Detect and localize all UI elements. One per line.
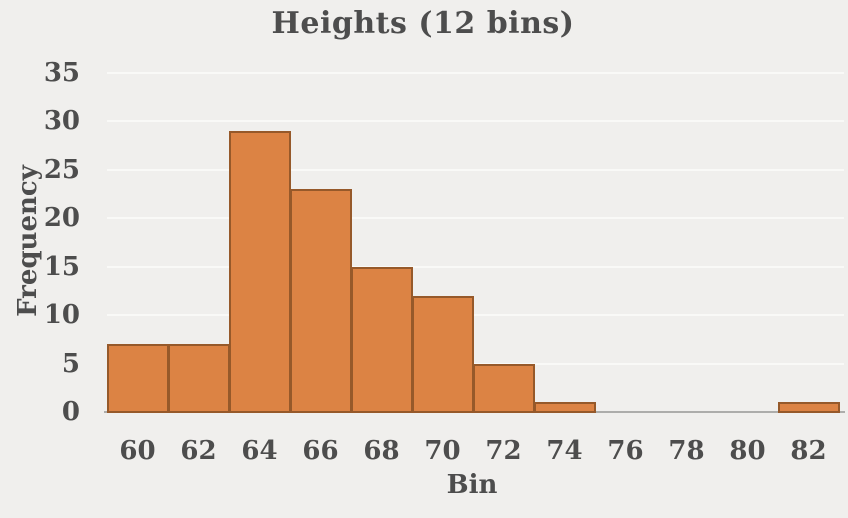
histogram-bar-82 <box>778 402 840 413</box>
histogram-bar-62 <box>168 344 230 413</box>
x-axis-title: Bin <box>446 470 498 500</box>
x-tick-label-80: 80 <box>729 436 766 466</box>
chart-title: Heights (12 bins) <box>271 6 575 41</box>
x-tick-label-74: 74 <box>546 436 583 466</box>
x-tick-label-72: 72 <box>485 436 522 466</box>
histogram-bar-64 <box>229 130 291 413</box>
y-tick-label-35: 35 <box>43 57 80 88</box>
x-tick-label-64: 64 <box>241 436 278 466</box>
x-tick-label-82: 82 <box>790 436 827 466</box>
histogram-bar-74 <box>534 402 596 413</box>
y-axis-title: Frequency <box>13 165 43 317</box>
gridline-y-20 <box>107 217 844 219</box>
gridline-y-30 <box>107 120 844 122</box>
x-tick-label-60: 60 <box>119 436 156 466</box>
histogram-bar-70 <box>412 295 474 413</box>
x-tick-label-62: 62 <box>180 436 217 466</box>
x-tick-label-68: 68 <box>363 436 400 466</box>
y-tick-label-20: 20 <box>43 203 80 233</box>
gridline-y-15 <box>107 265 844 268</box>
y-tick-label-10: 10 <box>43 300 80 330</box>
gridline-y-25 <box>107 168 844 171</box>
x-tick-label-76: 76 <box>607 436 644 466</box>
y-tick-label-5: 5 <box>61 348 80 379</box>
histogram-bar-68 <box>351 266 413 413</box>
histogram-bar-60 <box>107 344 169 413</box>
histogram-bar-66 <box>290 188 352 413</box>
histogram-bar-72 <box>473 363 535 413</box>
gridline-y-35 <box>107 71 844 74</box>
y-tick-label-25: 25 <box>43 154 80 185</box>
gridline-y-10 <box>107 314 844 316</box>
x-tick-label-78: 78 <box>668 436 705 466</box>
x-tick-label-70: 70 <box>424 436 461 466</box>
y-tick-label-0: 0 <box>61 397 80 427</box>
y-tick-label-30: 30 <box>43 106 80 136</box>
y-tick-label-15: 15 <box>43 251 80 282</box>
x-tick-label-66: 66 <box>302 436 339 466</box>
